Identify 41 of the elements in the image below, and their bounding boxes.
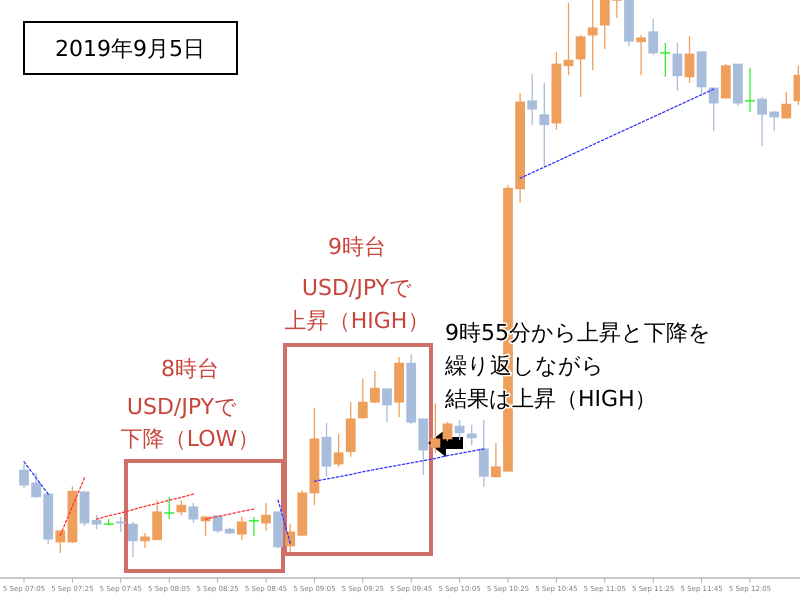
annotation: 下降（LOW） — [120, 427, 260, 452]
candlestick — [576, 34, 586, 98]
candlestick — [491, 442, 501, 479]
candlestick — [442, 422, 452, 442]
candlestick — [212, 515, 222, 534]
candlestick — [176, 500, 186, 516]
candlestick — [430, 402, 440, 454]
candlestick — [370, 370, 380, 404]
candlestick — [358, 378, 368, 420]
candlestick — [539, 82, 550, 168]
candlestick — [382, 388, 392, 423]
candlestick — [116, 516, 126, 533]
candlestick — [708, 87, 719, 132]
candlestick — [769, 110, 780, 132]
annotation: 9時台 — [328, 235, 386, 260]
candlestick — [648, 18, 658, 56]
candlestick — [588, 0, 598, 71]
candlestick — [636, 34, 646, 76]
candlestick — [19, 463, 29, 489]
annotation: 上昇（HIGH） — [284, 309, 430, 334]
candlestick — [92, 514, 102, 530]
candlestick — [672, 42, 682, 92]
annotation: USD/JPYで — [126, 395, 238, 420]
candlestick — [236, 516, 247, 540]
candlestick — [757, 96, 767, 147]
candlestick — [466, 424, 477, 446]
candlestick — [140, 532, 150, 549]
annotation: USD/JPYで — [302, 276, 412, 301]
candlestick — [128, 521, 138, 558]
annotation: 8時台 — [161, 357, 219, 382]
candlestick — [31, 472, 41, 499]
candlestick — [261, 502, 271, 532]
candlestick — [188, 502, 198, 524]
candlestick — [334, 433, 344, 468]
text: 2019年9月5日 — [55, 37, 205, 62]
candlestick — [285, 523, 296, 553]
candlestick — [527, 73, 538, 126]
candlestick — [564, 2, 574, 76]
candlestick — [781, 91, 792, 119]
candlestick — [684, 36, 694, 84]
candlestick — [454, 419, 464, 441]
